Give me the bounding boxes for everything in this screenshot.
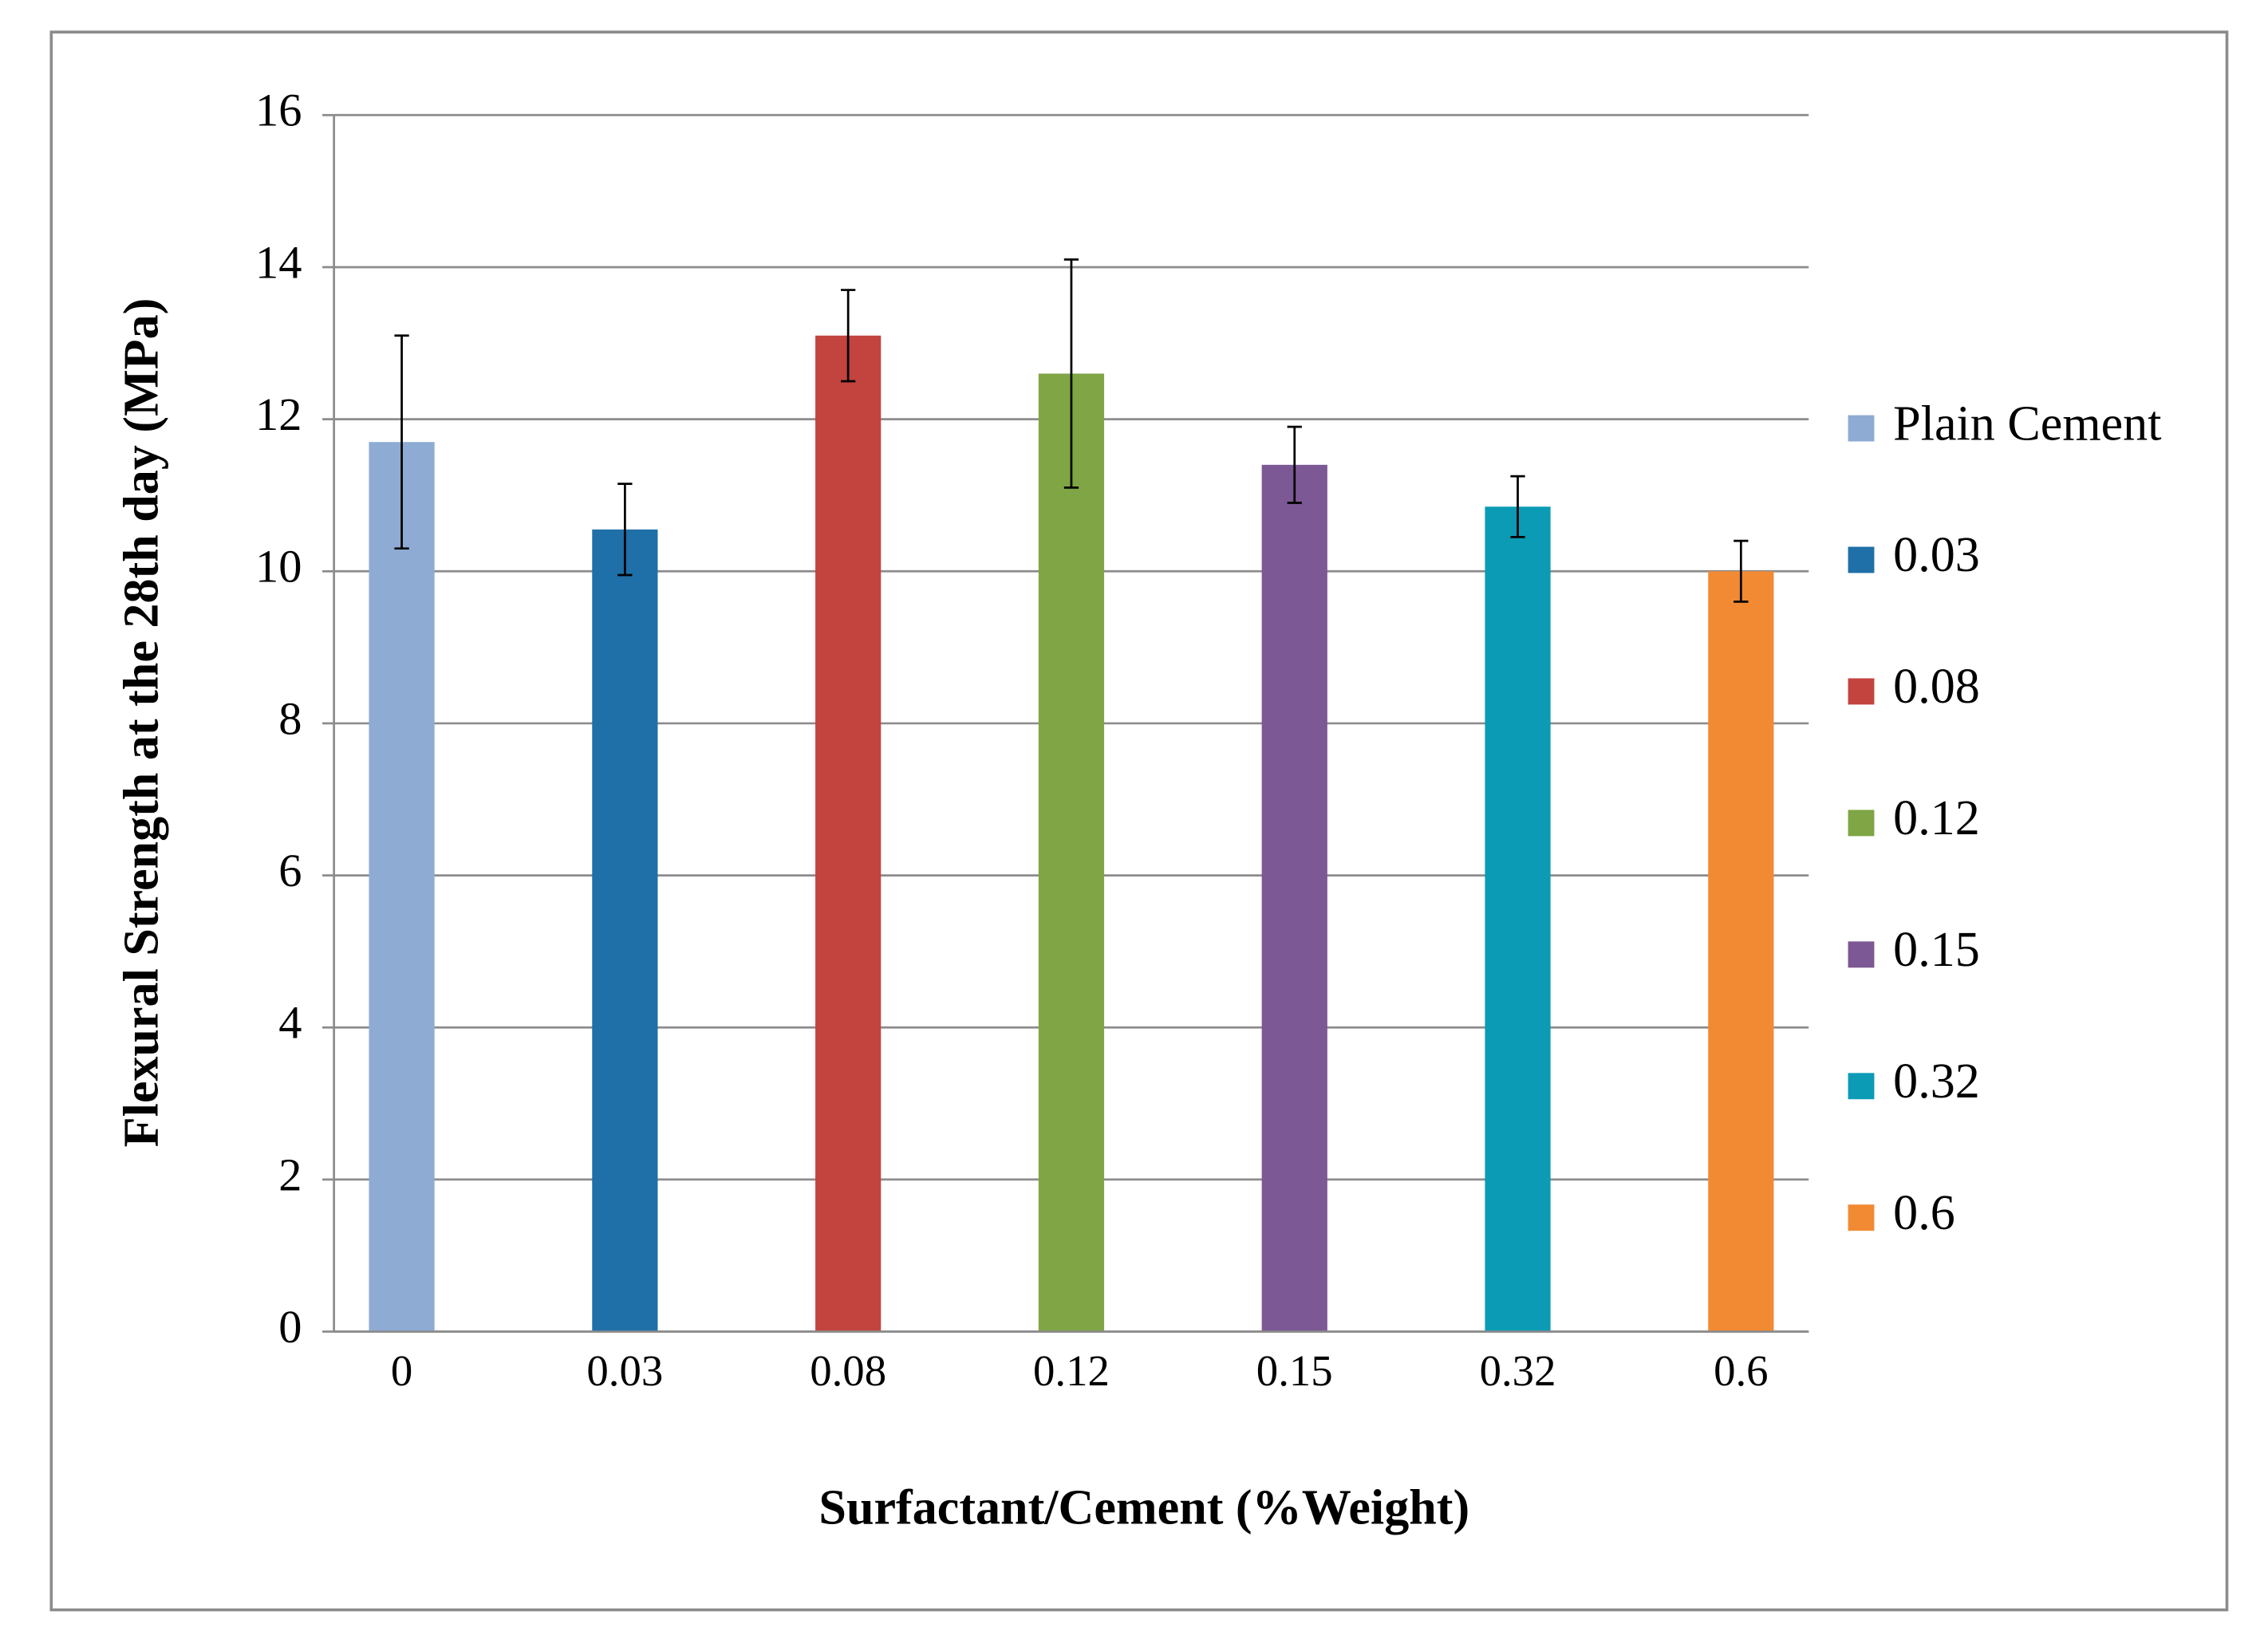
x-tick-label: 0	[391, 1346, 412, 1395]
bar	[1708, 571, 1774, 1332]
legend-swatch	[1848, 810, 1875, 837]
legend-label: 0.08	[1893, 660, 1980, 714]
legend-swatch	[1848, 678, 1875, 705]
y-tick-label: 4	[278, 997, 302, 1049]
legend-swatch	[1848, 546, 1875, 573]
y-tick-label: 8	[278, 692, 302, 744]
legend-label: Plain Cement	[1893, 396, 2161, 451]
bar	[1261, 464, 1327, 1332]
x-tick-label: 0.03	[586, 1346, 663, 1395]
legend-label: 0.6	[1893, 1186, 1955, 1240]
legend-swatch	[1848, 941, 1875, 968]
x-tick-label: 0.6	[1714, 1346, 1769, 1395]
legend-label: 0.03	[1893, 528, 1980, 582]
y-tick-label: 16	[255, 85, 302, 136]
x-tick-label: 0.15	[1256, 1346, 1333, 1395]
y-axis-label: Flexural Strength at the 28th day (MPa)	[114, 298, 168, 1148]
x-tick-label: 0.12	[1033, 1346, 1110, 1395]
bar	[815, 335, 882, 1332]
bar	[1038, 373, 1105, 1332]
legend-swatch	[1848, 1204, 1875, 1231]
y-tick-label: 12	[255, 388, 302, 440]
legend-label: 0.32	[1893, 1054, 1980, 1109]
x-tick-label: 0.32	[1480, 1346, 1556, 1395]
x-axis-label: Surfactant/Cement (%Weight)	[818, 1480, 1469, 1535]
y-tick-label: 10	[255, 541, 302, 593]
legend-swatch	[1848, 1073, 1875, 1100]
legend-label: 0.12	[1893, 791, 1980, 845]
y-tick-label: 2	[278, 1148, 302, 1200]
x-tick-label: 0.08	[810, 1346, 886, 1395]
bar	[592, 529, 658, 1332]
legend-label: 0.15	[1893, 923, 1980, 977]
legend-swatch	[1848, 415, 1875, 442]
bar	[369, 442, 435, 1332]
y-tick-label: 0	[278, 1301, 302, 1353]
bar	[1485, 506, 1551, 1332]
y-tick-label: 14	[255, 236, 302, 288]
y-tick-label: 6	[278, 845, 302, 896]
